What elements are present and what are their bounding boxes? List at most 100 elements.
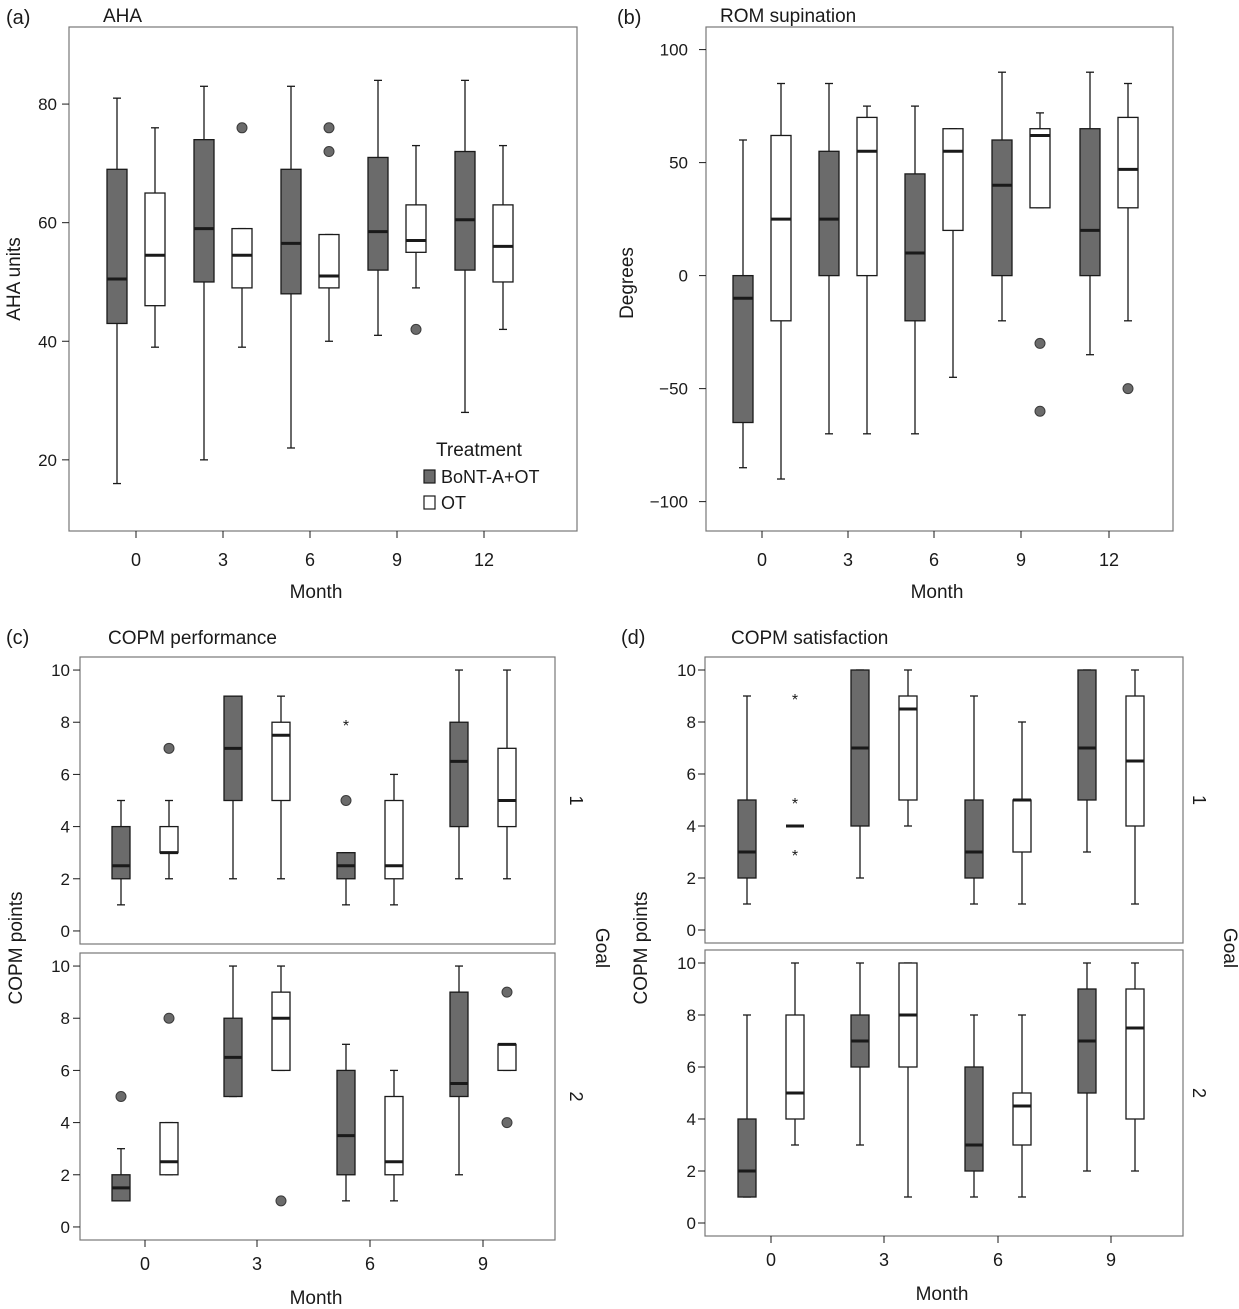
y-tick-label: 0	[61, 1218, 70, 1237]
box-iqr	[231, 227, 253, 289]
box-iqr	[770, 134, 792, 322]
box-bont-month-9	[449, 965, 469, 1176]
box-iqr	[785, 1014, 805, 1120]
outlier-point	[323, 146, 335, 158]
y-tick-label: −50	[659, 380, 688, 399]
outlier-point	[236, 122, 248, 134]
box-bont-month-3	[850, 669, 870, 879]
facet-label-goal-1: 1	[566, 795, 586, 805]
box-ot-month-9	[497, 986, 517, 1129]
box-bont-month-6	[904, 105, 926, 435]
box-bont-month-6	[964, 695, 984, 905]
y-tick-label: 10	[677, 661, 696, 680]
box-iqr	[856, 116, 878, 277]
box-ot-month-9	[1029, 112, 1051, 417]
box-iqr	[942, 128, 964, 232]
y-tick-label: 8	[687, 1006, 696, 1025]
box-iqr	[384, 1095, 404, 1176]
box-iqr	[271, 721, 291, 802]
x-axis-title: Month	[911, 582, 964, 603]
facet-axis-title: Goal	[1219, 928, 1239, 968]
outlier-point	[501, 986, 513, 998]
box-iqr	[449, 991, 469, 1098]
panel-b: (b) ROM supination −100 −50 0 50 100 0 3 6 9 12 Mont…	[617, 6, 1174, 603]
box-bont-month-12	[1079, 71, 1101, 356]
y-tick-label: 2	[687, 1162, 696, 1181]
x-tick-label: 12	[1099, 550, 1119, 570]
y-tick-label: 4	[61, 818, 70, 837]
x-axis-title: Month	[290, 1288, 343, 1309]
x-tick-label: 9	[478, 1254, 488, 1274]
box-iqr	[737, 1118, 757, 1198]
box-ot-month-3	[231, 122, 253, 348]
plot-area: 20 40 60 80	[38, 26, 578, 532]
box-bont-month-6	[336, 1043, 356, 1202]
box-ot-month-0: * * *	[786, 692, 804, 865]
box-ot-month-12	[1117, 82, 1139, 395]
outlier-point	[163, 1012, 175, 1024]
box-iqr	[318, 233, 340, 289]
y-tick-label: 80	[38, 95, 57, 114]
box-iqr	[1012, 1092, 1032, 1146]
x-tick-label: 6	[929, 550, 939, 570]
y-tick-label: 20	[38, 451, 57, 470]
box-bont-month-0	[111, 1091, 131, 1202]
y-tick-label: 40	[38, 332, 57, 351]
outlier-point	[1034, 337, 1046, 349]
legend-swatch-bont	[423, 469, 436, 484]
box-bont-month-9	[991, 71, 1013, 322]
x-axis-title: Month	[290, 582, 343, 603]
y-tick-label: 50	[669, 154, 688, 173]
box-iqr	[454, 150, 476, 271]
box-bont-month-3	[223, 695, 243, 880]
box-iqr	[732, 274, 754, 424]
box-ot-month-6	[384, 773, 404, 906]
box-ot-month-0	[770, 82, 792, 480]
y-tick-label: 6	[61, 765, 70, 784]
box-bont-month-3	[850, 962, 870, 1146]
box-bont-month-0	[737, 1014, 757, 1198]
y-axis-title: AHA units	[4, 237, 25, 320]
box-iqr	[904, 173, 926, 322]
y-tick-label: 2	[61, 1166, 70, 1185]
box-ot-month-12	[492, 144, 514, 331]
x-tick-label: 3	[252, 1254, 262, 1274]
x-tick-label: 0	[131, 550, 141, 570]
box-iqr	[991, 139, 1013, 277]
box-iqr	[1029, 128, 1051, 209]
box-bont-month-3	[193, 85, 215, 461]
box-ot-month-3	[271, 695, 291, 880]
box-iqr	[111, 825, 131, 880]
outlier-point	[275, 1195, 287, 1207]
panel-c: (c) COPM performance 0 2 4 6 8 10 1 * 0 2 4 6 8 10 2 0 3 6 9…	[6, 627, 612, 1309]
box-ot-month-6	[1012, 721, 1032, 905]
x-tick-label: 9	[392, 550, 402, 570]
box-ot-month-0	[159, 742, 179, 880]
outlier-point	[115, 1091, 127, 1102]
box-iqr	[964, 799, 984, 879]
box-ot-month-9	[1125, 669, 1145, 905]
y-axis-title: COPM points	[631, 892, 652, 1005]
panel-label: (c)	[6, 627, 29, 649]
x-tick-label: 6	[365, 1254, 375, 1274]
box-iqr	[271, 991, 291, 1072]
extreme-point: *	[792, 848, 798, 865]
box-ot-month-3	[898, 669, 918, 827]
box-bont-month-6: *	[336, 718, 356, 906]
box-iqr	[964, 1066, 984, 1172]
box-ot-month-9	[405, 144, 427, 335]
box-iqr	[497, 1043, 517, 1072]
x-tick-label: 3	[218, 550, 228, 570]
box-iqr	[497, 747, 517, 828]
y-tick-label: 10	[677, 954, 696, 973]
panel-label: (a)	[6, 7, 30, 29]
y-tick-label: 4	[61, 1114, 70, 1133]
y-tick-label: 2	[687, 869, 696, 888]
x-tick-label: 3	[843, 550, 853, 570]
box-bont-month-6	[964, 1014, 984, 1198]
plot-area: −100 −50 0 50 100	[650, 26, 1174, 532]
x-tick-label: 9	[1106, 1250, 1116, 1270]
facet-goal-2: 0 2 4 6 8 10 2	[677, 949, 1209, 1237]
facet-label-goal-1: 1	[1189, 795, 1209, 805]
